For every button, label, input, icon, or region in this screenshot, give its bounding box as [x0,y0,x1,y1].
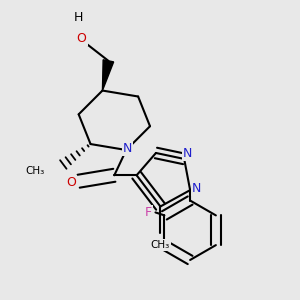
Text: CH₃: CH₃ [151,240,170,250]
Text: N: N [123,142,132,155]
Text: N: N [183,147,192,160]
Text: O: O [77,32,87,45]
Text: F: F [145,206,152,219]
Text: CH₃: CH₃ [25,166,44,176]
Text: N: N [192,182,201,195]
Polygon shape [102,60,114,91]
Text: H: H [74,11,83,24]
Text: O: O [66,176,76,189]
